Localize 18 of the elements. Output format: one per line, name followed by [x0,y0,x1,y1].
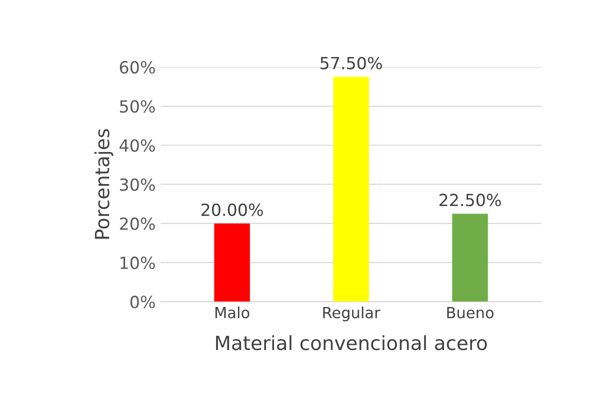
bar [333,76,369,302]
bar [452,214,488,302]
y-tick-label: 50% [120,100,155,113]
y-axis-title: Porcentajes [94,129,114,239]
y-tick-label: 30% [120,178,155,191]
data-label: 57.50% [320,56,382,70]
y-tick-label: 10% [120,256,155,270]
x-axis-title: Material convencional acero [216,335,487,350]
y-tick-label: 0% [130,296,155,308]
y-tick-label: 60% [120,61,155,74]
x-tick-label: Bueno [447,307,494,318]
y-tick-label: 20% [120,217,155,230]
y-tick-label: 40% [120,139,155,152]
x-tick-label: Malo [215,306,250,318]
data-label: 22.50% [439,194,501,206]
x-tick-label: Regular [323,306,380,322]
data-label: 20.00% [201,203,263,216]
bar [214,223,250,302]
